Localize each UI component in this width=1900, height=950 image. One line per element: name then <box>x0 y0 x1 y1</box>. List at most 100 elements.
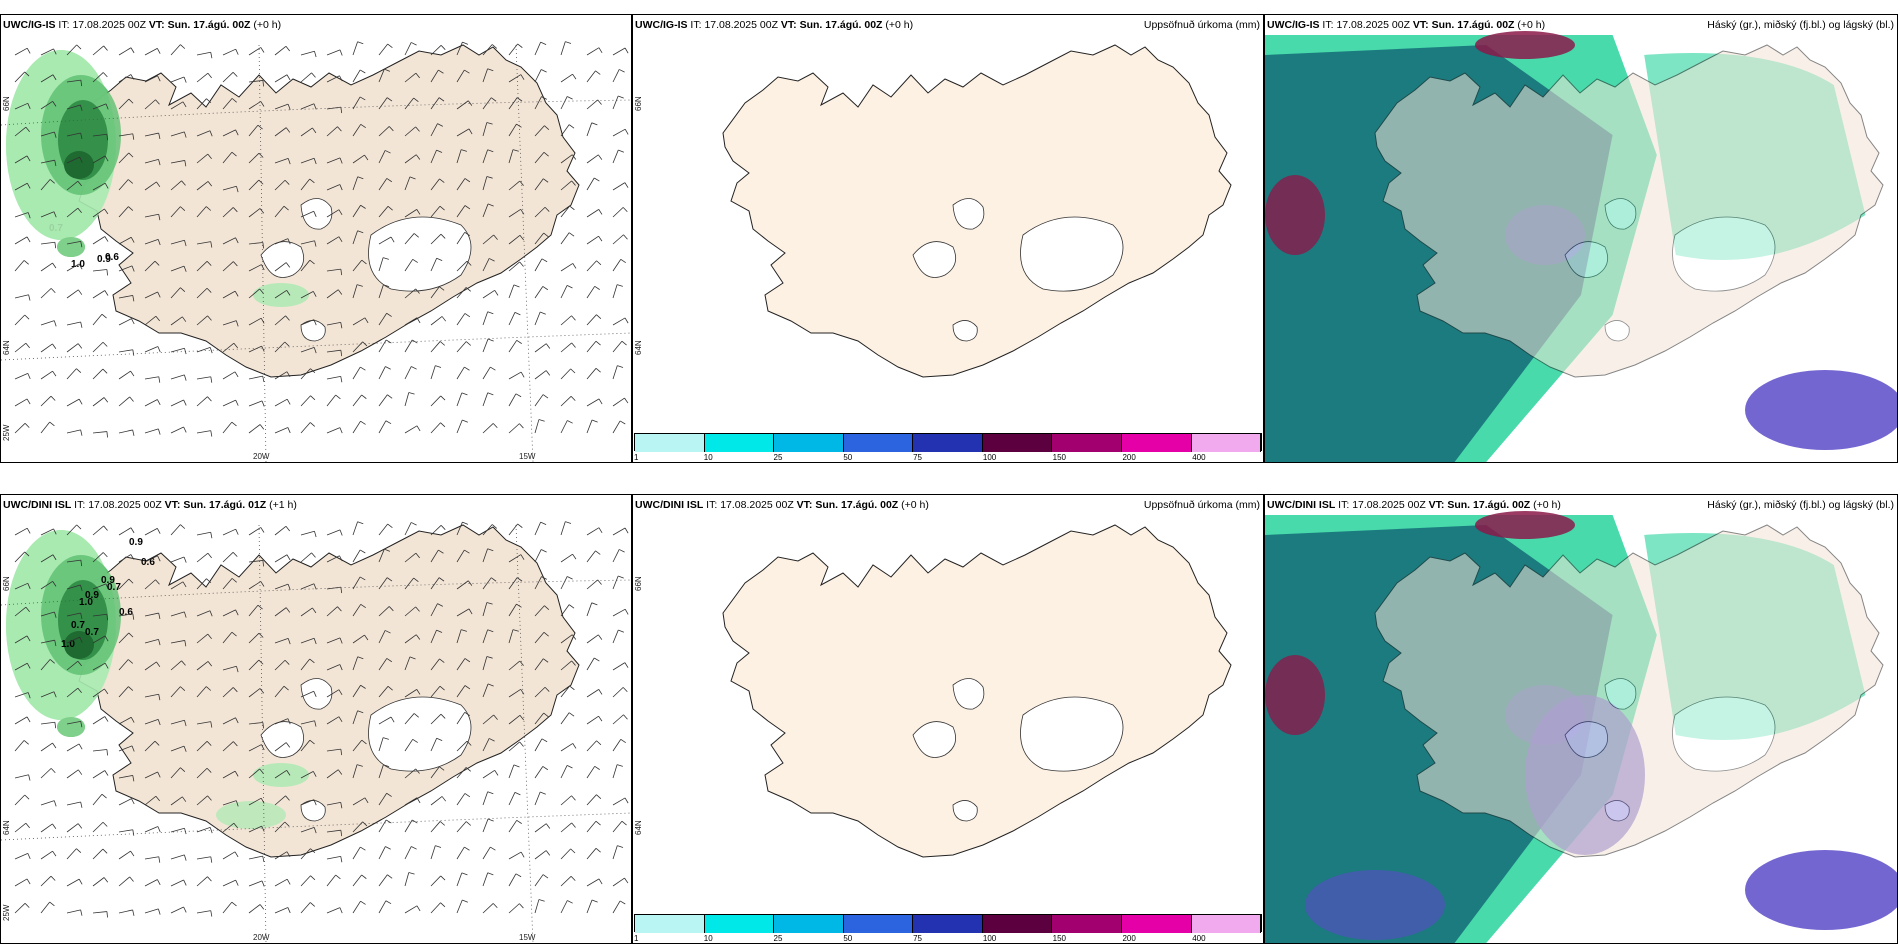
lat-label-64n: 64N <box>2 820 11 835</box>
legend-tick: 100 <box>982 453 997 462</box>
lat-label-66n: 66N <box>634 96 643 111</box>
legend-swatch <box>1191 915 1262 933</box>
panel-title: UWC/DINI ISL IT: 17.08.2025 00Z VT: Sun.… <box>1267 499 1561 511</box>
lon-label-20w: 20W <box>253 452 270 461</box>
panel-field-title: Háský (gr.), miðský (fj.bl.) og lágský (… <box>1707 19 1894 31</box>
legend-swatch <box>982 915 1053 933</box>
legend-tick: 75 <box>913 934 923 943</box>
contour-label: 0.6 <box>119 607 133 618</box>
contour-label: 0.9 <box>101 575 115 586</box>
lon-label-25w: 25W <box>2 424 11 441</box>
contour-label: 0.9 <box>97 254 111 265</box>
legend-tick: 50 <box>843 453 853 462</box>
iceland-landmass <box>1374 524 1884 858</box>
precip-map <box>722 44 1232 378</box>
legend-tick: 10 <box>703 453 713 462</box>
glacier <box>1604 198 1637 230</box>
legend-swatch <box>635 915 705 933</box>
glacier <box>1020 696 1124 772</box>
contour-label: 0.7 <box>71 620 85 631</box>
panel-field-title: Uppsöfnuð úrkoma (mm) <box>1143 19 1260 31</box>
legend-tick: 75 <box>913 453 923 462</box>
glacier <box>368 216 472 292</box>
lat-label-66n: 66N <box>2 576 11 591</box>
glacier <box>952 320 978 342</box>
glacier <box>1564 241 1609 278</box>
wind-barb-map: 0.90.60.90.70.91.00.60.71.00.7 <box>1 521 631 943</box>
accumulated-precip-map-panel-bottom: UWC/DINI ISL IT: 17.08.2025 00Z VT: Sun.… <box>632 494 1264 944</box>
legend-tick: 200 <box>1122 453 1136 462</box>
legend-swatch <box>1121 915 1192 933</box>
precip-color-legend <box>634 433 1262 452</box>
lat-label-64n: 64N <box>634 820 643 835</box>
contour-label: 0.7 <box>107 582 121 593</box>
graticule <box>1 524 631 943</box>
glacier <box>1604 678 1637 710</box>
legend-tick: 25 <box>773 453 783 462</box>
contour-label: 0.9 <box>129 537 143 548</box>
glacier <box>1672 216 1776 292</box>
legend-swatch <box>913 915 983 933</box>
precip-color-legend <box>634 914 1262 933</box>
panel-title: UWC/IG-IS IT: 17.08.2025 00Z VT: Sun. 17… <box>3 19 282 31</box>
contour-label: 1.0 <box>79 597 93 608</box>
legend-swatch <box>1121 434 1192 452</box>
glacier <box>300 198 333 230</box>
wind-barb-map: 0.70.80.80.60.50.71.00.90.6 <box>1 41 631 462</box>
lon-label-15w: 15W <box>519 933 536 942</box>
legend-swatch <box>774 434 844 452</box>
legend-swatch <box>843 915 914 933</box>
glacier <box>300 678 333 710</box>
lon-label-15w: 15W <box>519 452 536 461</box>
panel-title: UWC/IG-IS IT: 17.08.2025 00Z VT: Sun. 17… <box>1267 19 1546 31</box>
graticule <box>1 44 631 462</box>
legend-swatch <box>1052 915 1122 933</box>
panel-field-title: Háský (gr.), miðský (fj.bl.) og lágský (… <box>1707 499 1894 511</box>
legend-tick: 1 <box>634 453 639 462</box>
legend-tick: 100 <box>982 934 997 943</box>
legend-tick: 1 <box>634 934 639 943</box>
legend-tick: 400 <box>1192 934 1206 943</box>
panel-field-title: Uppsöfnuð úrkoma (mm) <box>1143 499 1260 511</box>
cloud-cover-map <box>1265 495 1897 943</box>
legend-tick: 10 <box>703 934 713 943</box>
legend-swatch <box>704 915 775 933</box>
accumulated-precip-map-panel-top: UWC/IG-IS IT: 17.08.2025 00Z VT: Sun. 17… <box>632 14 1264 463</box>
legend-swatch <box>843 434 914 452</box>
glacier <box>368 696 472 772</box>
iceland-landmass <box>1374 44 1884 378</box>
legend-tick: 150 <box>1052 934 1067 943</box>
legend-swatch <box>704 434 775 452</box>
legend-swatch <box>982 434 1053 452</box>
precip-shading <box>6 50 309 307</box>
wind-precip-map-panel-top: UWC/IG-IS IT: 17.08.2025 00Z VT: Sun. 17… <box>0 14 632 463</box>
iceland-landmass <box>70 44 580 378</box>
lat-label-64n: 64N <box>634 340 643 355</box>
glacier <box>912 721 957 758</box>
contour-label: 1.0 <box>61 639 75 650</box>
legend-tick: 150 <box>1052 453 1067 462</box>
cloud-cover-map <box>1265 15 1897 462</box>
lon-label-25w: 25W <box>2 904 11 921</box>
lat-label-64n: 64N <box>2 340 11 355</box>
panel-title: UWC/DINI ISL IT: 17.08.2025 00Z VT: Sun.… <box>3 499 297 511</box>
lat-label-66n: 66N <box>634 576 643 591</box>
legend-tick: 25 <box>773 934 783 943</box>
glacier <box>952 678 985 710</box>
glacier <box>1672 696 1776 772</box>
precip-map <box>722 524 1232 858</box>
contour-label: 0.7 <box>85 627 99 638</box>
contour-label: 0.6 <box>141 557 155 568</box>
legend-swatch <box>913 434 983 452</box>
wind-barbs <box>14 521 629 918</box>
legend-swatch <box>1052 434 1122 452</box>
legend-tick: 200 <box>1122 934 1136 943</box>
glacier <box>912 241 957 278</box>
glacier <box>952 198 985 230</box>
lat-label-66n: 66N <box>2 96 11 111</box>
glacier <box>1604 320 1630 342</box>
lon-label-20w: 20W <box>253 933 270 942</box>
legend-tick: 400 <box>1192 453 1206 462</box>
wind-barbs <box>14 41 629 438</box>
glacier <box>952 800 978 822</box>
